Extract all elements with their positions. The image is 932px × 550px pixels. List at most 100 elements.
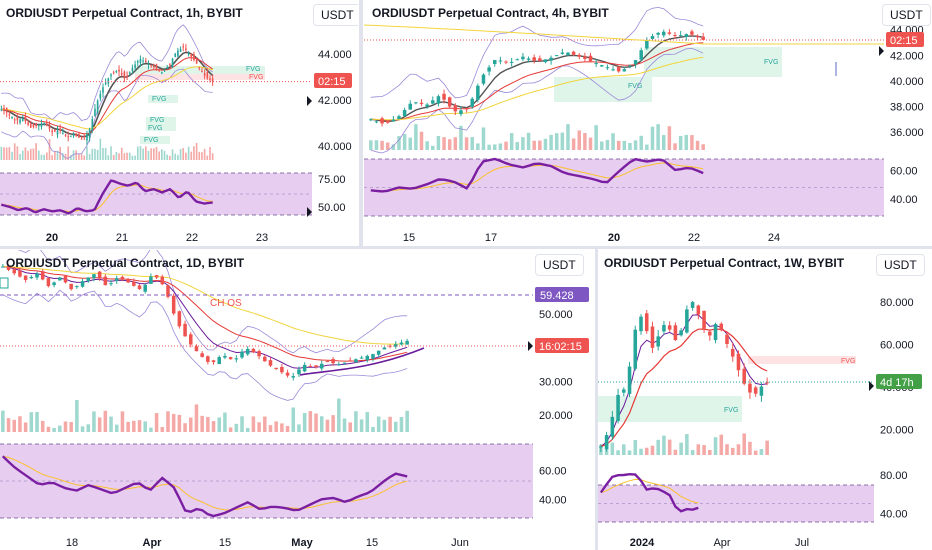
volume-bar bbox=[667, 126, 672, 150]
volume-bar bbox=[193, 146, 195, 160]
candle-body bbox=[291, 376, 296, 378]
volume-bar bbox=[639, 448, 643, 455]
pane-divider-vertical-top[interactable] bbox=[359, 0, 363, 246]
volume-bar bbox=[354, 411, 358, 432]
candle-body bbox=[131, 67, 134, 72]
candle-body bbox=[240, 351, 244, 358]
volume-bar bbox=[447, 139, 452, 150]
volume-bar bbox=[62, 153, 64, 160]
chart-pane-1w[interactable]: FVGFVG80.00060.00040.00020.00080.0040.00… bbox=[598, 250, 932, 550]
candle-body bbox=[314, 365, 318, 368]
candle-body bbox=[120, 276, 125, 280]
candle-body bbox=[54, 129, 56, 132]
candle-body bbox=[67, 136, 70, 138]
volume-bar bbox=[673, 449, 678, 455]
volume-bar bbox=[684, 134, 689, 150]
candle-body bbox=[616, 394, 620, 421]
volume-bar bbox=[402, 134, 407, 150]
chart-pane-4h[interactable]: FVG FVG 44.000 42.000 40.000 38.000 36.000 60.0… bbox=[364, 0, 932, 246]
x-axis-tick-label: Apr bbox=[713, 537, 730, 549]
candle-body bbox=[182, 46, 185, 48]
volume-bar bbox=[425, 141, 429, 150]
volume-bar bbox=[190, 151, 193, 160]
volume-bar bbox=[43, 154, 45, 160]
candle-body bbox=[633, 60, 638, 65]
volume-bar bbox=[86, 146, 88, 160]
volume-bar bbox=[166, 154, 169, 160]
volume-bar bbox=[263, 416, 267, 432]
currency-button-4h[interactable]: USDT bbox=[882, 4, 931, 26]
candle-body bbox=[577, 54, 581, 57]
x-axis-tick-label: 23 bbox=[256, 232, 268, 244]
volume-bar bbox=[5, 147, 8, 160]
volume-bar bbox=[149, 427, 153, 432]
candle-body bbox=[342, 362, 347, 364]
y-axis-tick-label: 42.000 bbox=[890, 50, 924, 62]
candle-body bbox=[453, 105, 458, 112]
pane-divider-vertical-bottom[interactable] bbox=[595, 249, 598, 550]
chart-title-1w: ORDIUSDT Perpetual Contract, 1W, BYBIT bbox=[604, 256, 845, 270]
volume-bar bbox=[605, 139, 610, 150]
volume-bar bbox=[78, 154, 80, 160]
volume-bar bbox=[128, 152, 131, 160]
chart-pane-1d[interactable]: 50.00040.00030.00020.00060.0040.0018Apr1… bbox=[0, 250, 594, 550]
chart-title-4h: ORDIUSDT Perpetual Contract, 4h, BYBIT bbox=[372, 6, 609, 20]
candle-body bbox=[405, 340, 409, 345]
volume-bar bbox=[566, 124, 570, 150]
chart-canvas-1h[interactable]: FVGFVGFVGFVGFVGFVG44.00042.00040.00075.0… bbox=[0, 0, 358, 246]
volume-bar bbox=[0, 146, 3, 160]
moving-average-line bbox=[370, 56, 704, 121]
candle-body bbox=[690, 302, 695, 308]
chart-pane-1h[interactable]: FVG FVG FVG FVG FVG FVG 44.000 42.000 40.000 75.0… bbox=[0, 0, 358, 246]
volume-bar bbox=[369, 140, 373, 150]
moving-average-line bbox=[600, 314, 768, 447]
candle-body bbox=[114, 278, 119, 281]
pane-divider-horizontal[interactable] bbox=[0, 246, 932, 249]
chart-canvas-1w[interactable]: FVGFVG80.00060.00040.00020.00080.0040.00… bbox=[598, 250, 932, 550]
volume-bar bbox=[685, 434, 689, 455]
candle-body bbox=[136, 61, 139, 63]
y-axis-tick-label: 44.000 bbox=[318, 49, 352, 61]
chart-canvas-4h[interactable]: FVGFVG44.00042.00040.00038.00036.00060.0… bbox=[364, 0, 932, 246]
candle-body bbox=[137, 285, 142, 290]
volume-bar bbox=[27, 150, 29, 160]
fvg-label: FVG bbox=[841, 358, 855, 365]
candle-body bbox=[397, 116, 401, 119]
candle-body bbox=[610, 416, 615, 437]
volume-bar bbox=[107, 155, 110, 160]
volume-bar bbox=[194, 404, 199, 432]
volume-bar bbox=[32, 148, 35, 160]
candle-body bbox=[144, 60, 147, 63]
rsi-line bbox=[1, 455, 408, 518]
volume-bar bbox=[209, 147, 211, 160]
currency-button-1h[interactable]: USDT bbox=[313, 4, 358, 26]
candle-body bbox=[667, 325, 672, 330]
x-axis-tick-label: 18 bbox=[66, 537, 78, 549]
currency-button-1w[interactable]: USDT bbox=[876, 254, 925, 276]
rsi-axis-tick-label: 40.00 bbox=[539, 494, 567, 506]
price-tag-label: 02:15 bbox=[890, 35, 918, 47]
fvg-label: FVG bbox=[764, 59, 778, 66]
volume-bar bbox=[104, 147, 107, 160]
moving-average-line bbox=[2, 266, 408, 345]
currency-button-1d[interactable]: USDT bbox=[535, 254, 584, 276]
candle-body bbox=[200, 353, 204, 357]
volume-bar bbox=[679, 442, 683, 455]
volume-bar bbox=[152, 148, 155, 160]
candle-body bbox=[554, 55, 559, 57]
volume-bar bbox=[610, 442, 615, 455]
chart-canvas-1d[interactable]: 50.00040.00030.00020.00060.0040.0018Apr1… bbox=[0, 250, 594, 550]
volume-bar bbox=[622, 444, 626, 455]
candle-body bbox=[719, 323, 724, 331]
volume-bar bbox=[645, 144, 649, 150]
fvg-zone bbox=[146, 124, 176, 131]
candle-body bbox=[92, 274, 96, 279]
candle-body bbox=[123, 71, 126, 79]
volume-bar bbox=[419, 131, 424, 150]
candle-body bbox=[206, 356, 210, 362]
volume-bar bbox=[405, 410, 409, 432]
candle-body bbox=[179, 48, 182, 52]
candle-body bbox=[257, 351, 261, 357]
x-axis-tick-label: 2024 bbox=[630, 537, 655, 549]
volume-bar bbox=[200, 415, 204, 432]
